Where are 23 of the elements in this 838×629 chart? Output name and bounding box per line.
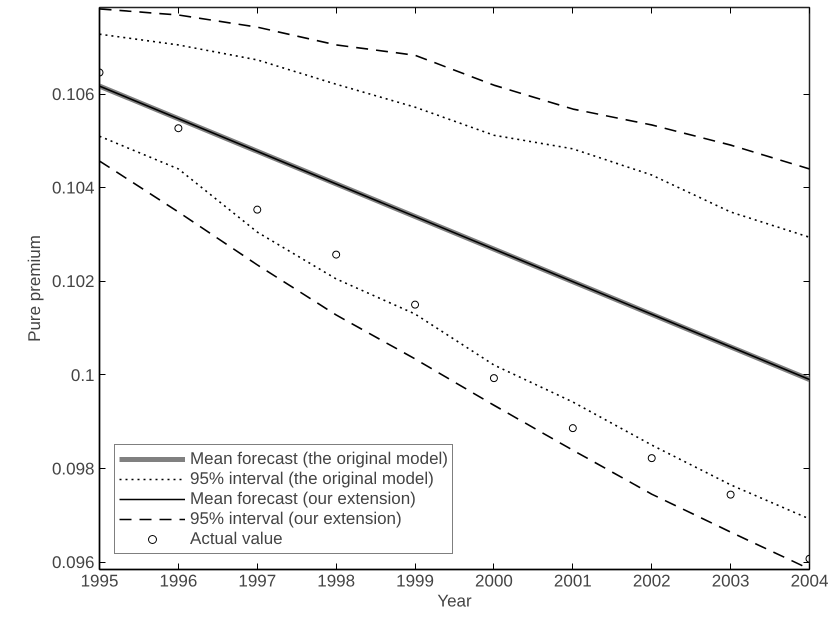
- x-axis-title: Year: [437, 592, 472, 610]
- y-tick-label: 0.098: [52, 459, 95, 478]
- x-tick-label: 1995: [80, 572, 118, 590]
- y-axis-title: Pure premium: [24, 235, 44, 342]
- x-tick-label: 1999: [396, 572, 434, 590]
- x-tick-label: 2003: [712, 572, 750, 590]
- x-tick-label: 2001: [554, 572, 592, 590]
- legend-label: Mean forecast (our extension): [190, 489, 416, 509]
- legend-label: 95% interval (the original model): [190, 469, 434, 489]
- x-tick-label: 1996: [159, 572, 198, 590]
- x-tick-label: 2004: [790, 572, 828, 590]
- legend-label: Mean forecast (the original model): [190, 449, 448, 469]
- y-tick-label: 0.096: [52, 553, 95, 572]
- x-tick-label: 2000: [475, 572, 513, 590]
- y-tick-label: 0.106: [52, 85, 95, 104]
- x-tick-label: 1997: [238, 572, 276, 590]
- x-tick-label: 1998: [317, 572, 356, 590]
- y-tick-label: 0.102: [52, 272, 95, 292]
- y-tick-label: 0.104: [52, 178, 95, 198]
- legend-label: Actual value: [190, 529, 283, 549]
- x-tick-label: 2002: [632, 572, 671, 590]
- y-tick-label: 0.1: [70, 366, 95, 385]
- legend-label: 95% interval (our extension): [190, 509, 402, 529]
